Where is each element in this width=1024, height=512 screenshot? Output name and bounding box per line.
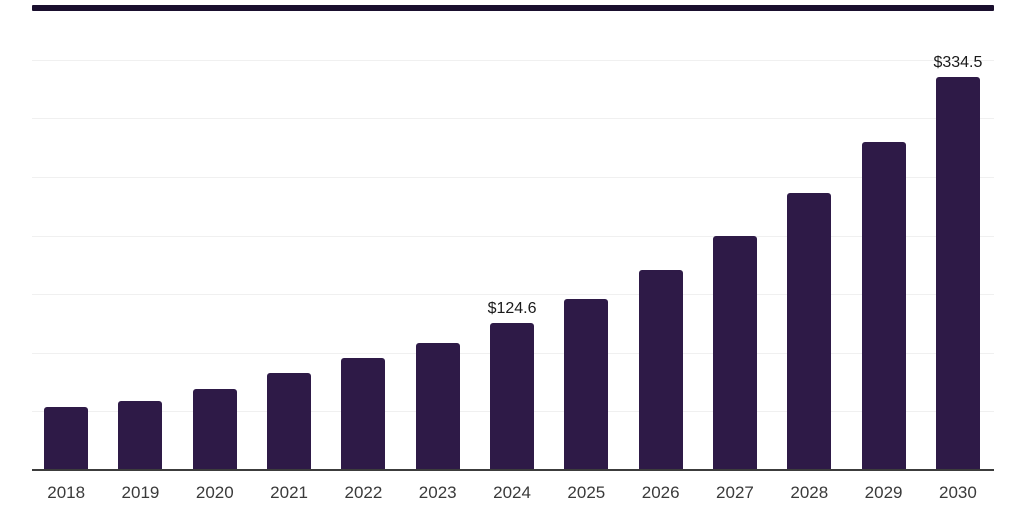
bar-2025[interactable] [564,299,609,469]
bar-slot [29,0,103,469]
bar-slot [846,0,920,469]
chart-top-border [32,5,994,11]
bar-slot [401,0,475,469]
bar-2018[interactable] [44,407,89,469]
x-axis-label-2027: 2027 [716,483,754,502]
bar-2030[interactable]: $334.5 [933,54,982,469]
x-axis-label-2018: 2018 [47,483,86,502]
bar-2028[interactable] [787,193,832,469]
bars-row: $124.6 $334.5 [29,0,995,469]
bar-slot [549,0,623,469]
gridline [32,60,994,61]
bar-slot [624,0,698,469]
bar-slot: $124.6 [475,0,549,469]
bar-2024[interactable]: $124.6 [488,300,537,469]
bar-2026[interactable] [638,270,683,469]
value-label-2024: $124.6 [487,300,537,317]
bar-slot [178,0,252,469]
bar-slot [326,0,400,469]
x-axis-label-2025: 2025 [567,483,606,502]
gridline [32,118,994,119]
bar-2022[interactable] [341,358,386,469]
bar-2023[interactable] [415,343,460,469]
x-axis-label-2030: 2030 [938,483,977,502]
bar-slot [698,0,772,469]
bar-2021[interactable] [267,373,312,469]
bar-2029[interactable] [861,142,906,469]
x-axis-label-2019: 2019 [121,483,160,502]
bar-slot [103,0,177,469]
value-label-2030: $334.5 [933,54,983,71]
x-axis-label-2020: 2020 [195,483,234,502]
x-axis-label-2029: 2029 [864,483,903,502]
bar-slot: $334.5 [921,0,995,469]
bar-slot [772,0,846,469]
gridline [32,236,994,237]
bar-2020[interactable] [192,389,237,469]
gridline [32,177,994,178]
x-axis-line [32,469,994,471]
bar-slot [252,0,326,469]
gridline [32,294,994,295]
x-axis-label-2026: 2026 [641,483,680,502]
x-axis-label-2022: 2022 [344,483,383,502]
x-axis-label-2021: 2021 [270,483,308,502]
x-axis-labels: 2018 2019 2020 2021 2022 2023 2024 2025 2026 2027… [29,483,995,503]
x-axis-label-2028: 2028 [790,483,829,502]
x-axis-label-2023: 2023 [418,483,457,502]
x-axis-label-2024: 2024 [493,483,531,502]
bar-2027[interactable] [712,236,757,469]
bar-2019[interactable] [118,401,163,469]
